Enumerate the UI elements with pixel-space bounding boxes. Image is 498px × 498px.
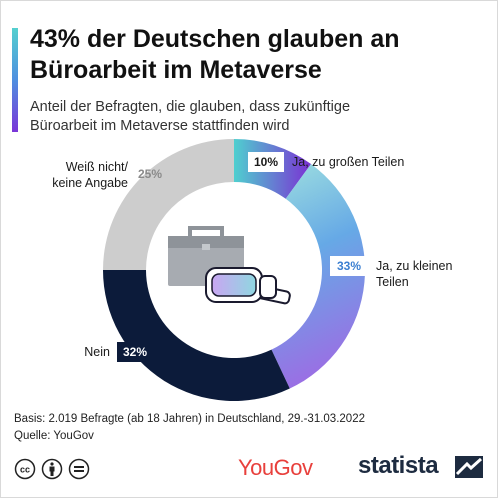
vr-headset-icon [205, 267, 291, 305]
subtitle-line-2: Büroarbeit im Metaverse stattfinden wird [30, 118, 290, 134]
svg-text:cc: cc [20, 465, 30, 475]
statista-logo-icon [455, 456, 483, 478]
creative-commons-icon: cc [14, 458, 36, 480]
value-label-2: 32% [123, 345, 147, 359]
attribution-icon [41, 458, 63, 480]
basis-note: Basis: 2.019 Befragte (ab 18 Jahren) in … [14, 413, 365, 425]
slice-label-3b: keine Angabe [52, 176, 128, 190]
yougov-logo: YouGov [238, 455, 313, 480]
value-label-1: 33% [337, 259, 361, 273]
value-label-bg-2 [117, 342, 153, 362]
slice-label-2: Nein [84, 345, 110, 359]
value-label-3: 25% [138, 167, 162, 181]
value-label-bg-1 [330, 256, 368, 276]
donut-slice-3 [103, 139, 234, 270]
no-derivatives-icon [68, 458, 90, 480]
donut-chart: 10% Ja, zu großen Teilen 33% Ja, zu kleinen… [52, 139, 452, 402]
license-icons: cc [14, 458, 90, 480]
donut-slice-2 [103, 270, 290, 402]
footer-notes: Basis: 2.019 Befragte (ab 18 Jahren) in … [14, 411, 365, 445]
chart-title: 43% der Deutschen glauben an Büroarbeit … [30, 24, 490, 86]
subtitle-line-1: Anteil der Befragten, die glauben, dass … [30, 99, 351, 115]
value-label-bg-0 [248, 152, 284, 172]
statista-logo-text: statista [358, 452, 439, 479]
donut-slice-1 [271, 164, 366, 389]
title-line-2: Büroarbeit im Metaverse [30, 56, 322, 84]
slice-label-3a: Weiß nicht/ [66, 160, 129, 174]
value-label-0: 10% [254, 155, 278, 169]
source-note: Quelle: YouGov [14, 430, 94, 442]
slice-label-1a: Ja, zu kleinen [376, 259, 452, 273]
slice-label-0: Ja, zu großen Teilen [292, 155, 404, 169]
title-accent-bar [12, 28, 18, 132]
title-line-1: 43% der Deutschen glauben an [30, 25, 400, 53]
slice-label-1b: Teilen [376, 275, 409, 289]
chart-subtitle: Anteil der Befragten, die glauben, dass … [30, 98, 490, 136]
